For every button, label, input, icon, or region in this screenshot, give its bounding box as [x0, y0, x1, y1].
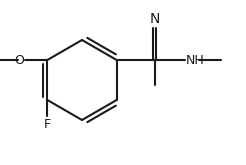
Text: O: O	[15, 53, 24, 66]
Text: N: N	[150, 12, 160, 26]
Text: NH: NH	[186, 53, 204, 66]
Text: F: F	[44, 118, 51, 131]
